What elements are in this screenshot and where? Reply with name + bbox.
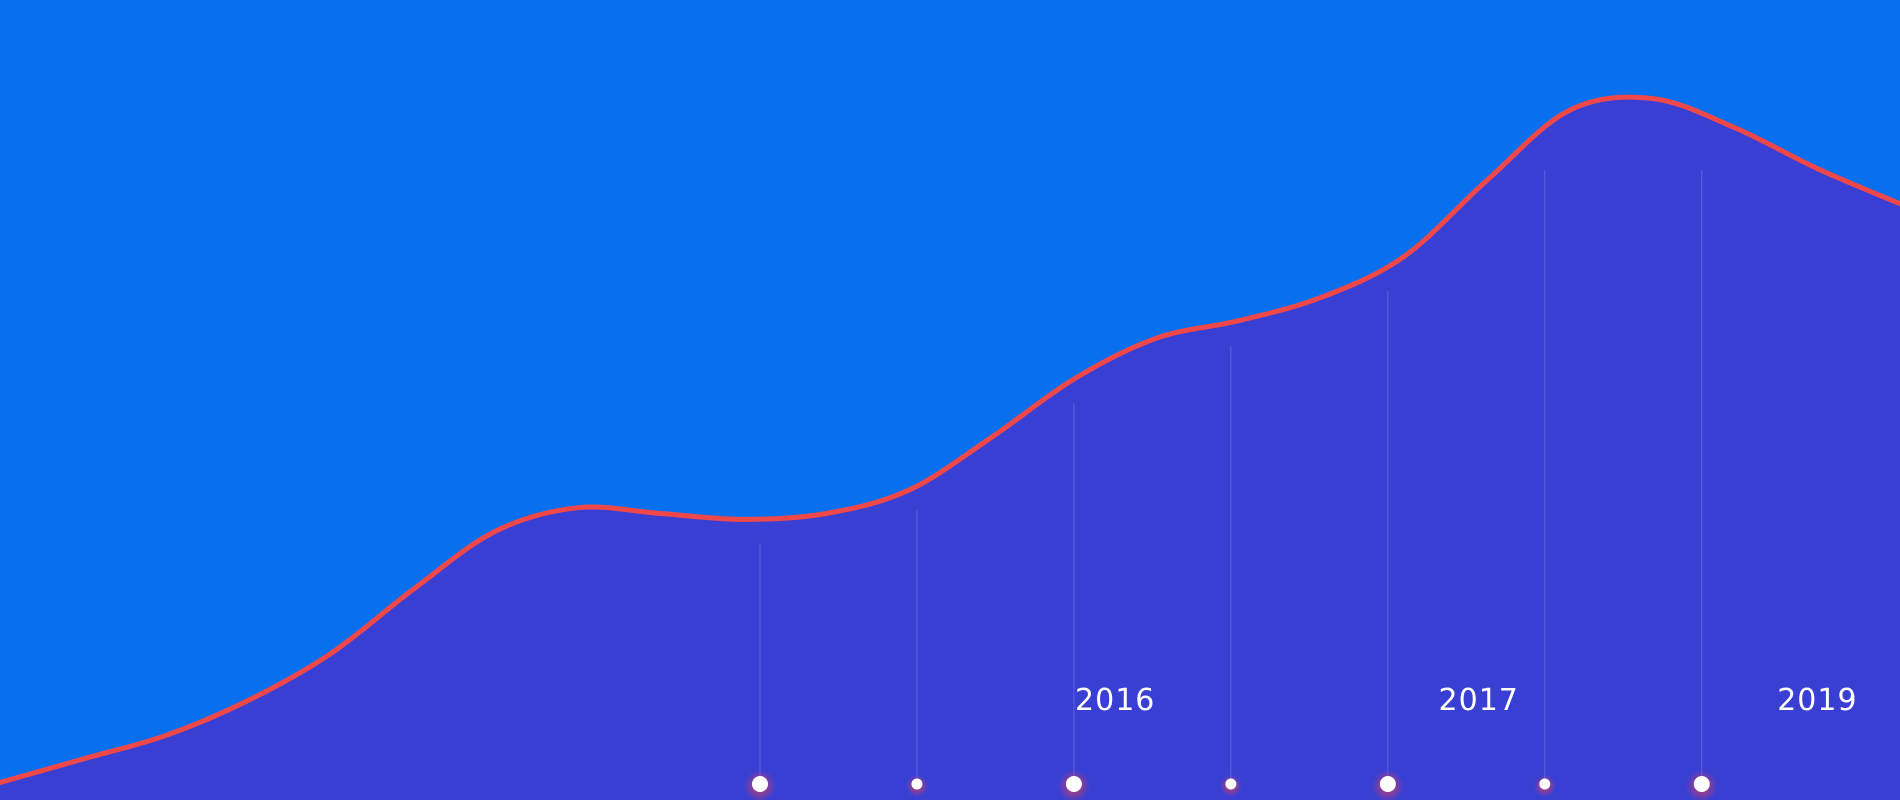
year-label: 2019 <box>1777 683 1857 718</box>
timeline-marker[interactable] <box>911 778 923 790</box>
timeline-marker[interactable] <box>1539 778 1551 790</box>
timeline-markers <box>744 770 1718 800</box>
timeline-marker[interactable] <box>1225 778 1237 790</box>
timeline-marker[interactable] <box>752 776 768 792</box>
timeline-marker[interactable] <box>1693 776 1710 792</box>
year-label: 2016 <box>1075 683 1155 718</box>
year-labels: 2016 2017 2019 <box>1075 683 1857 718</box>
timeline-marker[interactable] <box>1379 776 1396 792</box>
year-label: 2017 <box>1439 683 1519 718</box>
timeline-marker[interactable] <box>1065 776 1082 792</box>
series-area <box>0 97 1900 800</box>
marker-guide-lines <box>759 170 1703 784</box>
series-line <box>0 94 1900 785</box>
